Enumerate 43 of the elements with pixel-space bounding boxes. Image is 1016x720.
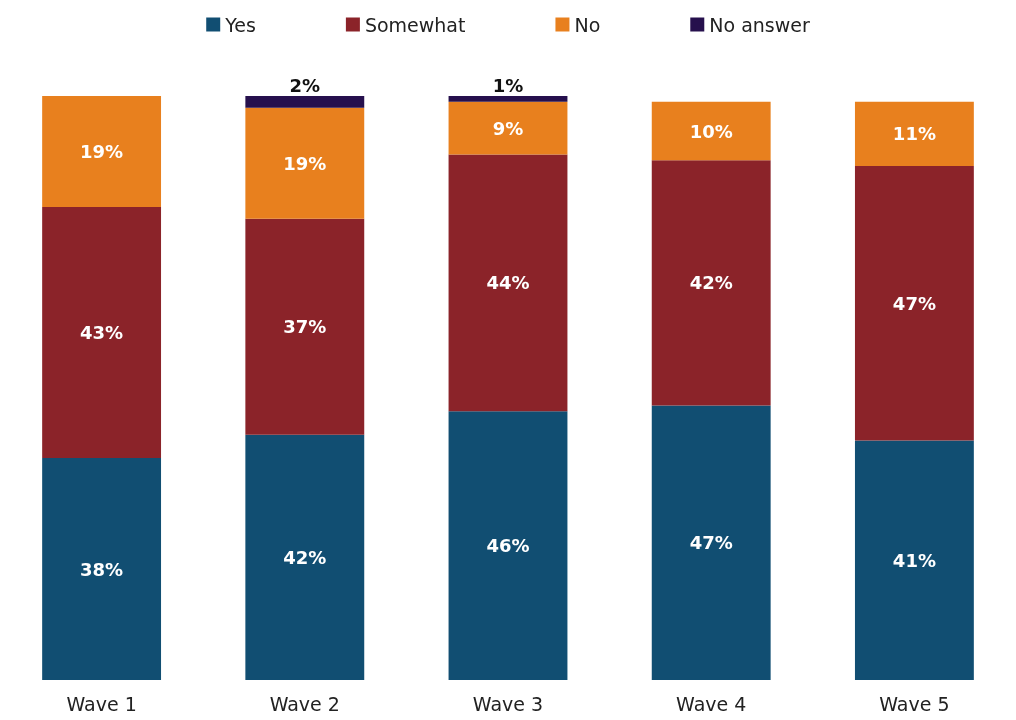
bar [651,160,771,406]
bar [854,166,974,441]
bar [448,96,568,102]
x-tick-label: Wave 4 [676,692,747,715]
bar [854,101,974,167]
legend-label: Somewhat [364,13,466,36]
bar [245,96,365,108]
x-tick-label: Wave 3 [472,692,544,715]
bar [42,96,162,207]
data-label: 19% [80,140,124,162]
x-tick-label: Wave 1 [66,692,137,715]
data-label: 38% [80,558,124,580]
legend-label: No answer [709,13,810,36]
bar [651,405,771,680]
data-label: 19% [283,152,327,174]
data-label: 41% [892,549,936,571]
legend-label: Yes [224,13,256,36]
bar [245,107,365,219]
data-label: 42% [283,546,327,568]
bar [448,154,568,412]
data-label: 10% [689,120,733,142]
bar [448,101,568,155]
bar [245,218,365,435]
bar [245,434,365,680]
data-label: 47% [689,532,733,554]
x-tick-label: Wave 5 [879,692,950,715]
data-label: 43% [80,322,124,344]
data-label: 46% [486,535,530,557]
bar [854,440,974,680]
bar [42,458,162,680]
bar [448,411,568,680]
bar [42,206,162,459]
data-label: 11% [892,123,936,145]
data-label: 37% [283,316,327,338]
data-label: 2% [289,74,321,96]
data-label: 44% [486,272,530,294]
bar [651,101,771,161]
data-label: 9% [492,117,524,139]
data-label: 42% [689,272,733,294]
x-tick-label: Wave 2 [269,692,340,715]
data-label: 47% [892,292,936,314]
legend-label: No [574,13,601,36]
data-label: 1% [492,74,524,96]
